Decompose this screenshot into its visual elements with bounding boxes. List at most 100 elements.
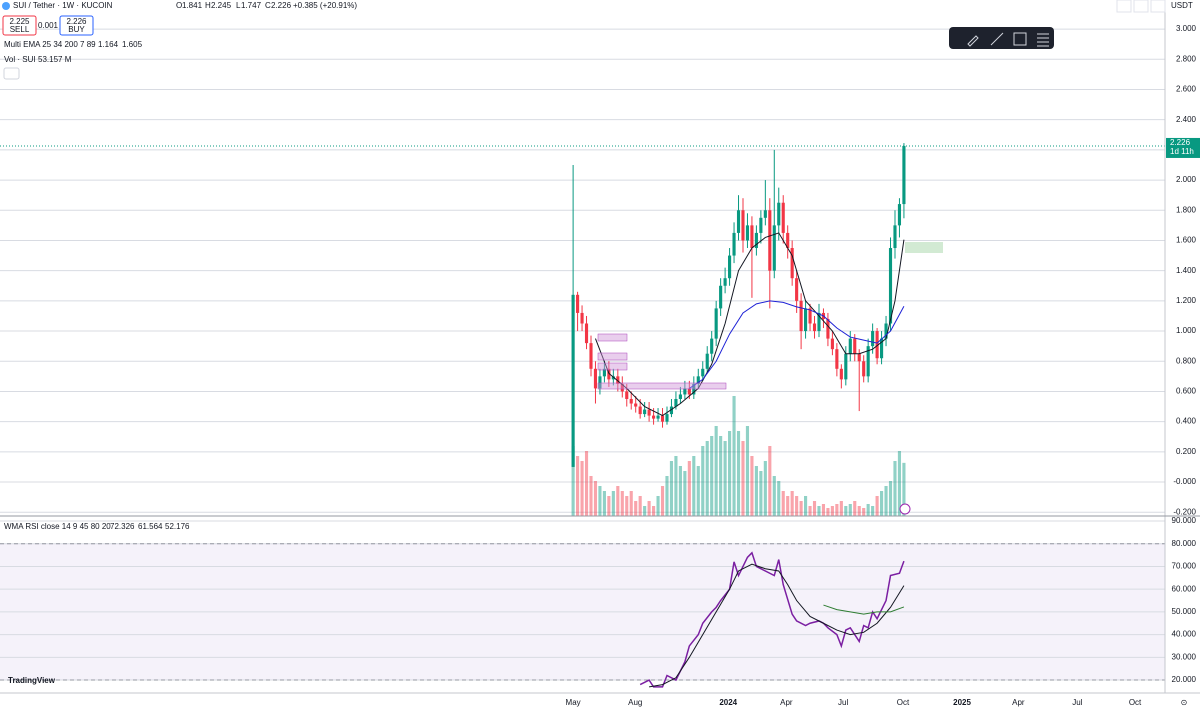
indicator-name[interactable]: Multi EMA 25 34 200 7 89: [4, 40, 96, 49]
volume-bar: [634, 501, 638, 516]
volume-bar: [902, 462, 906, 516]
collapse-button[interactable]: [3, 67, 20, 80]
volume-bar: [678, 466, 682, 516]
y-tick-label: 2.000: [1176, 175, 1197, 184]
x-tick-label: Apr: [780, 698, 793, 707]
candle-body: [799, 300, 803, 332]
volume-bar: [786, 496, 790, 516]
volume-bar: [817, 506, 821, 516]
candle-body: [696, 376, 700, 384]
volume-bar: [616, 486, 620, 516]
buy-price: 2.226: [66, 17, 87, 26]
candle-body: [835, 349, 839, 369]
volume-bar: [665, 476, 669, 516]
volume-bar: [808, 506, 812, 516]
candle-body: [871, 331, 875, 347]
volume-bar: [736, 431, 741, 516]
last-price-tag: [1166, 137, 1200, 158]
candle-body: [687, 388, 691, 395]
y-tick-label: -0.200: [1173, 507, 1196, 516]
volume-bar: [669, 461, 674, 516]
settings-icon[interactable]: ⊙: [1181, 698, 1188, 707]
zone: [905, 242, 943, 253]
alert-icon[interactable]: [899, 503, 911, 515]
y-tick-label: 1.000: [1176, 326, 1197, 335]
currency[interactable]: USDT: [1171, 1, 1193, 10]
candle-body: [830, 338, 834, 350]
volume-bar: [880, 491, 884, 516]
volume-bar: [593, 481, 598, 516]
candle-body: [728, 255, 732, 279]
y-tick-label: 2.800: [1176, 54, 1197, 63]
volume-bar: [835, 504, 839, 516]
volume-bar: [750, 456, 754, 516]
volume-bar: [580, 461, 584, 516]
y-tick-label: 1.200: [1176, 296, 1197, 305]
sell-button[interactable]: [2, 15, 37, 36]
volume-bar: [584, 451, 589, 516]
volume-bar: [741, 441, 745, 516]
candle-body: [616, 376, 620, 384]
volume-bar: [772, 476, 776, 516]
candle-body: [638, 406, 642, 415]
floating-toolbar: [949, 27, 1054, 49]
y-tick-label: 2.400: [1176, 115, 1197, 124]
y-tick-label: 0.600: [1176, 387, 1197, 396]
volume-bar: [768, 446, 772, 516]
volume-bar: [799, 501, 803, 516]
symbol[interactable]: SUI / Tether · 1W · KUCOIN: [13, 1, 113, 10]
grid: [0, 28, 1165, 681]
scroll-button[interactable]: [1116, 0, 1132, 13]
volume-bar: [728, 431, 732, 516]
candle-body: [665, 414, 669, 422]
volume-bar: [687, 461, 691, 516]
ohlc-label: C: [265, 1, 271, 10]
menu-tool[interactable]: [1037, 33, 1049, 47]
volume-bar: [620, 491, 624, 516]
x-tick-label: Apr: [1012, 698, 1025, 707]
volume-bar: [647, 501, 651, 516]
reset-button[interactable]: [1133, 0, 1149, 13]
rect-tool[interactable]: [1013, 32, 1027, 46]
volume-bar: [781, 491, 785, 516]
candle-body: [745, 225, 750, 241]
indicator-line: [823, 604, 905, 615]
x-tick-label: Oct: [1129, 698, 1142, 707]
candle-body: [812, 323, 817, 332]
y-tick-label: 50.000: [1172, 607, 1197, 616]
zone: [597, 352, 628, 361]
volume-bar: [701, 446, 705, 516]
volume-bar: [871, 506, 875, 516]
candle-body: [857, 353, 861, 362]
x-tick-label: Jul: [838, 698, 848, 707]
candle-body: [786, 232, 790, 249]
symbol-logo: [2, 2, 10, 10]
y-tick-label: 90.000: [1172, 516, 1197, 525]
candle-body: [580, 312, 584, 324]
candle-body: [652, 415, 656, 419]
sell-label: SELL: [10, 25, 30, 34]
y-tick-label: 2.600: [1176, 85, 1197, 94]
indicator-value: 53.157 M: [38, 55, 72, 64]
buy-button[interactable]: [59, 15, 94, 36]
candle-body: [777, 202, 781, 226]
candle-body: [629, 398, 633, 404]
candle-body: [750, 225, 754, 249]
volume-bar: [732, 396, 736, 516]
x-tick-label: Aug: [628, 698, 642, 707]
candle-body: [759, 217, 763, 233]
x-tick-label: 2025: [953, 698, 971, 707]
close-button[interactable]: [1150, 0, 1166, 13]
volume-bar: [826, 508, 830, 516]
line-tool[interactable]: [990, 32, 1004, 46]
brush-tool[interactable]: [967, 35, 979, 47]
candle-body: [817, 312, 821, 332]
y-tick-label: 1.800: [1176, 205, 1197, 214]
y-tick-label: 1.600: [1176, 236, 1197, 245]
indicator-name[interactable]: WMA RSI close 14 9 45 80 20: [4, 522, 111, 531]
indicator-name[interactable]: Vol · SUI: [4, 55, 36, 64]
candle-body: [714, 308, 718, 339]
volume-bar: [875, 496, 879, 516]
candle-body: [790, 248, 794, 279]
candle-body: [647, 409, 651, 416]
